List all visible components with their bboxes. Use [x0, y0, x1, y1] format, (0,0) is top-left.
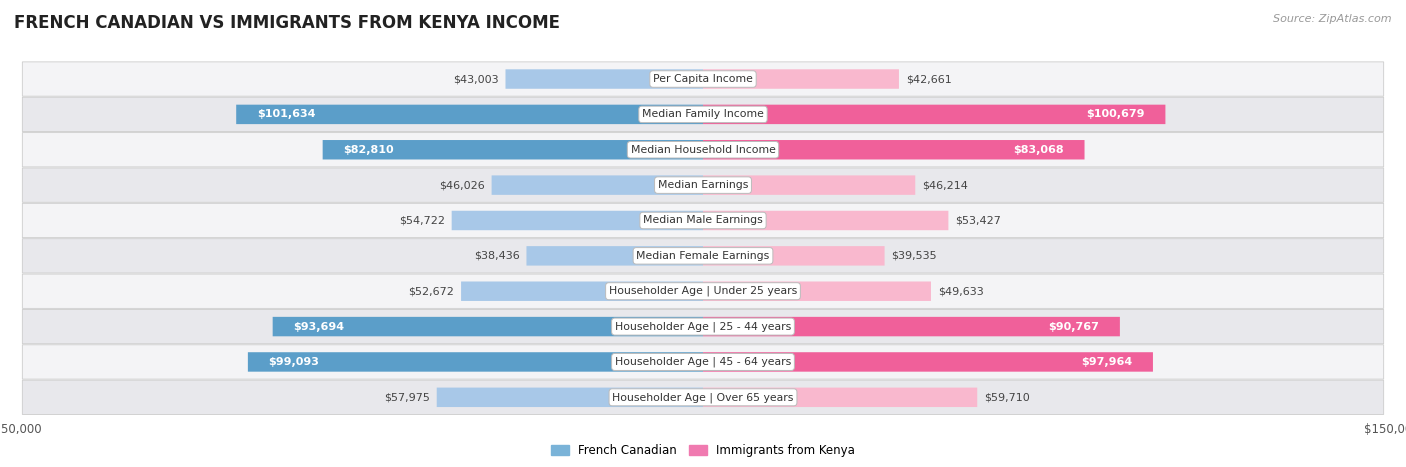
Text: Per Capita Income: Per Capita Income — [652, 74, 754, 84]
FancyBboxPatch shape — [247, 352, 703, 372]
Text: $93,694: $93,694 — [294, 322, 344, 332]
Text: Source: ZipAtlas.com: Source: ZipAtlas.com — [1274, 14, 1392, 24]
Text: Householder Age | Over 65 years: Householder Age | Over 65 years — [612, 392, 794, 403]
Text: Householder Age | 25 - 44 years: Householder Age | 25 - 44 years — [614, 321, 792, 332]
FancyBboxPatch shape — [703, 388, 977, 407]
FancyBboxPatch shape — [492, 176, 703, 195]
Text: $42,661: $42,661 — [905, 74, 952, 84]
FancyBboxPatch shape — [703, 211, 949, 230]
Text: FRENCH CANADIAN VS IMMIGRANTS FROM KENYA INCOME: FRENCH CANADIAN VS IMMIGRANTS FROM KENYA… — [14, 14, 560, 32]
FancyBboxPatch shape — [451, 211, 703, 230]
Text: $54,722: $54,722 — [399, 215, 444, 226]
FancyBboxPatch shape — [703, 176, 915, 195]
FancyBboxPatch shape — [506, 69, 703, 89]
FancyBboxPatch shape — [22, 380, 1384, 415]
Text: Median Family Income: Median Family Income — [643, 109, 763, 120]
FancyBboxPatch shape — [22, 274, 1384, 308]
Text: $49,633: $49,633 — [938, 286, 984, 296]
FancyBboxPatch shape — [461, 282, 703, 301]
Text: $43,003: $43,003 — [453, 74, 499, 84]
Text: Median Earnings: Median Earnings — [658, 180, 748, 190]
Text: Householder Age | Under 25 years: Householder Age | Under 25 years — [609, 286, 797, 297]
FancyBboxPatch shape — [22, 239, 1384, 273]
FancyBboxPatch shape — [273, 317, 703, 336]
FancyBboxPatch shape — [22, 97, 1384, 132]
Text: $57,975: $57,975 — [384, 392, 430, 402]
FancyBboxPatch shape — [322, 140, 703, 160]
Text: $46,214: $46,214 — [922, 180, 967, 190]
Text: $39,535: $39,535 — [891, 251, 936, 261]
FancyBboxPatch shape — [526, 246, 703, 266]
FancyBboxPatch shape — [703, 105, 1166, 124]
Text: $46,026: $46,026 — [439, 180, 485, 190]
Legend: French Canadian, Immigrants from Kenya: French Canadian, Immigrants from Kenya — [547, 439, 859, 462]
Text: $99,093: $99,093 — [269, 357, 319, 367]
Text: Median Male Earnings: Median Male Earnings — [643, 215, 763, 226]
Text: $83,068: $83,068 — [1014, 145, 1064, 155]
Text: Median Household Income: Median Household Income — [630, 145, 776, 155]
FancyBboxPatch shape — [703, 246, 884, 266]
Text: $38,436: $38,436 — [474, 251, 520, 261]
Text: $97,964: $97,964 — [1081, 357, 1132, 367]
FancyBboxPatch shape — [703, 352, 1153, 372]
Text: $52,672: $52,672 — [408, 286, 454, 296]
FancyBboxPatch shape — [703, 140, 1084, 160]
FancyBboxPatch shape — [703, 282, 931, 301]
Text: Median Female Earnings: Median Female Earnings — [637, 251, 769, 261]
Text: $100,679: $100,679 — [1087, 109, 1144, 120]
FancyBboxPatch shape — [22, 168, 1384, 202]
FancyBboxPatch shape — [22, 62, 1384, 96]
FancyBboxPatch shape — [22, 203, 1384, 238]
FancyBboxPatch shape — [22, 345, 1384, 379]
FancyBboxPatch shape — [703, 69, 898, 89]
FancyBboxPatch shape — [437, 388, 703, 407]
FancyBboxPatch shape — [22, 310, 1384, 344]
FancyBboxPatch shape — [236, 105, 703, 124]
FancyBboxPatch shape — [22, 133, 1384, 167]
Text: $53,427: $53,427 — [955, 215, 1001, 226]
Text: $59,710: $59,710 — [984, 392, 1029, 402]
Text: Householder Age | 45 - 64 years: Householder Age | 45 - 64 years — [614, 357, 792, 367]
Text: $90,767: $90,767 — [1049, 322, 1099, 332]
Text: $82,810: $82,810 — [343, 145, 394, 155]
Text: $101,634: $101,634 — [257, 109, 315, 120]
FancyBboxPatch shape — [703, 317, 1121, 336]
